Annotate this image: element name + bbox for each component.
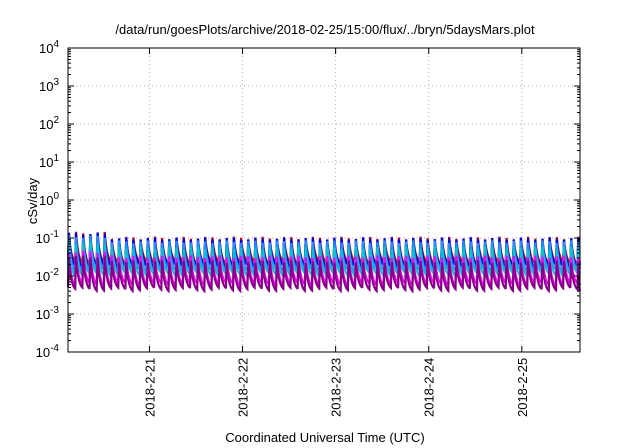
- y-tick-label: 104: [39, 39, 59, 56]
- y-axis-label: cSv/day: [25, 177, 40, 224]
- x-tick-label: 2018-2-21: [142, 358, 157, 417]
- x-tick-label: 2018-2-24: [422, 358, 437, 417]
- y-axis: 10-4 10-3 10-2 10-1 100 101 102 103 104: [36, 39, 580, 360]
- y-tick-label: 100: [39, 191, 59, 208]
- x-tick-label: 2018-2-25: [515, 358, 530, 417]
- y-tick-label: 101: [39, 153, 59, 170]
- x-axis: 2018-2-21 2018-2-22 2018-2-23 2018-2-24 2018…: [142, 48, 530, 417]
- y-tick-label: 10-4: [36, 343, 60, 360]
- y-tick-label: 10-2: [36, 267, 60, 284]
- grid-lines: [68, 48, 580, 352]
- y-tick-label: 10-3: [36, 305, 60, 322]
- plot-series: [66, 231, 582, 294]
- y-tick-label: 103: [39, 77, 59, 94]
- series-line: [66, 255, 582, 294]
- x-axis-label: Coordinated Universal Time (UTC): [225, 430, 424, 445]
- y-tick-label: 102: [39, 115, 59, 132]
- x-tick-label: 2018-2-23: [329, 358, 344, 417]
- chart-title: /data/run/goesPlots/archive/2018-02-25/1…: [115, 22, 535, 37]
- y-tick-label: 10-1: [36, 229, 60, 246]
- x-tick-label: 2018-2-22: [236, 358, 251, 417]
